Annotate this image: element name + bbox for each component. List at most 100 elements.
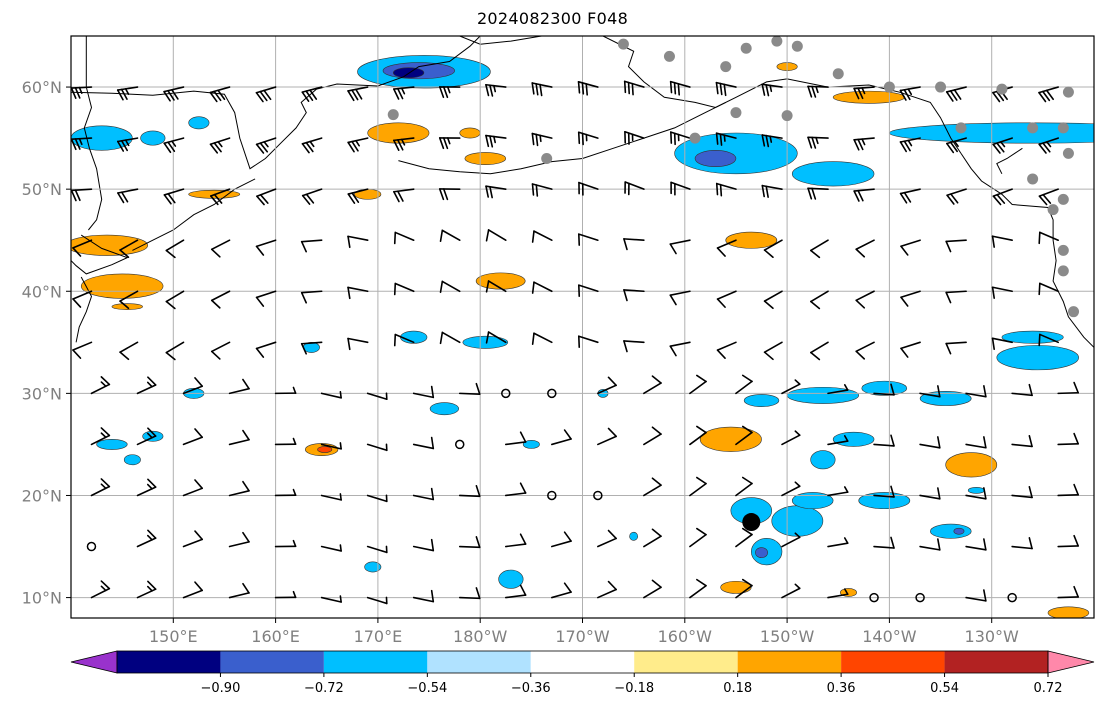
wind-barb <box>504 533 527 548</box>
wind-barb <box>577 233 599 246</box>
colorbar: −0.90 −0.72 −0.54 −0.36 −0.18 0.18 0.36 0.54 0.7… <box>70 650 1095 696</box>
wind-barb <box>919 487 941 500</box>
station-marker <box>832 68 844 80</box>
wind-barb <box>643 579 662 599</box>
wind-barb <box>438 137 461 150</box>
coastline-segment <box>960 153 1094 348</box>
wind-barb <box>781 583 801 599</box>
wind-barb <box>689 425 707 446</box>
wind-barb <box>210 239 231 258</box>
wind-barb <box>873 434 895 447</box>
wind-barb <box>485 185 507 199</box>
wind-barb <box>945 239 967 253</box>
wind-barb <box>781 481 801 497</box>
anomaly-region <box>945 452 998 478</box>
storm-center-marker <box>742 513 761 532</box>
station-marker <box>1068 306 1080 318</box>
station-marker <box>1057 122 1069 134</box>
wind-barb <box>136 529 157 548</box>
anomaly-region <box>475 272 526 290</box>
station-marker <box>1027 122 1039 134</box>
wind-barb <box>531 230 553 243</box>
anomaly-region <box>317 446 333 453</box>
wind-barb <box>689 527 707 548</box>
lat-tick-label: 40°N <box>22 282 62 301</box>
wind-barb <box>945 341 967 355</box>
wind-barb <box>597 376 617 395</box>
wind-barb <box>1011 383 1033 397</box>
anomaly-region <box>699 426 762 452</box>
wind-barb <box>300 239 323 253</box>
wind-barb <box>991 337 1013 351</box>
wind-barb <box>991 235 1013 248</box>
wind-barb <box>735 476 753 497</box>
wind-barb <box>439 229 461 243</box>
lon-tick-label: 180°W <box>453 627 508 646</box>
lat-tick-label: 30°N <box>22 384 62 403</box>
wind-barb <box>393 86 415 100</box>
wind-barb <box>1057 483 1079 497</box>
wind-barb <box>71 86 93 99</box>
anomaly-region <box>629 531 639 541</box>
wind-barb <box>116 86 139 101</box>
wind-barb <box>807 136 829 149</box>
colorbar-tick-label: 0.54 <box>930 681 959 696</box>
colorbar-tick-label: −0.36 <box>511 681 551 696</box>
wind-barb <box>347 286 369 300</box>
colorbar-tick-label: 0.72 <box>1034 681 1063 696</box>
wind-barb <box>1011 486 1033 499</box>
wind-barb <box>827 435 849 446</box>
lon-tick-label: 150°W <box>760 627 815 646</box>
wind-barb <box>643 528 662 548</box>
station-marker <box>883 81 895 93</box>
wind-barb <box>965 538 987 551</box>
anomaly-region <box>720 580 752 594</box>
anomaly-region <box>459 127 481 139</box>
colorbar-tick-label: −0.18 <box>614 681 654 696</box>
wind-barb <box>735 527 753 548</box>
wind-barb <box>531 332 553 345</box>
colorbar-bin <box>427 651 531 673</box>
colorbar-bin <box>944 651 1048 673</box>
station-marker <box>1027 173 1039 185</box>
wind-barb <box>1057 381 1079 395</box>
station-marker <box>1057 244 1069 256</box>
wind-barb <box>412 487 435 501</box>
wind-barb <box>366 392 388 401</box>
colorbar-bin <box>323 651 428 673</box>
wind-barb <box>1057 534 1079 548</box>
wind-barb <box>763 341 783 361</box>
wind-barb <box>182 428 204 446</box>
wind-barb <box>735 425 753 446</box>
wind-barb <box>715 81 737 97</box>
lat-tick-label: 20°N <box>22 486 62 505</box>
wind-barb <box>577 81 599 96</box>
wind-barb <box>458 536 481 549</box>
station-marker <box>996 83 1008 95</box>
station-marker <box>1047 204 1059 216</box>
coastline-segment <box>71 36 481 170</box>
wind-barb <box>165 341 185 361</box>
anomaly-region <box>930 523 972 539</box>
wind-barb <box>320 595 342 603</box>
anomaly-region <box>71 125 133 151</box>
wind-barb <box>136 427 157 446</box>
wind-barb <box>531 82 553 97</box>
colorbar-tick-label: 0.18 <box>723 681 752 696</box>
wind-barb <box>210 290 231 309</box>
anomaly-region <box>771 505 824 537</box>
colorbar-extend-low <box>70 650 118 674</box>
wind-barb <box>531 183 553 197</box>
wind-barb <box>136 478 157 497</box>
wind-barb <box>669 290 691 306</box>
wind-barb <box>623 340 645 353</box>
wind-barb <box>899 188 921 204</box>
anomaly-region <box>364 561 382 573</box>
wind-barb <box>781 532 801 548</box>
wind-barb <box>274 488 297 497</box>
anomaly-region <box>791 492 834 510</box>
wind-barb <box>300 341 323 355</box>
wind-barb <box>853 137 875 151</box>
wind-barb <box>807 187 829 200</box>
wind-barb <box>1038 86 1059 103</box>
